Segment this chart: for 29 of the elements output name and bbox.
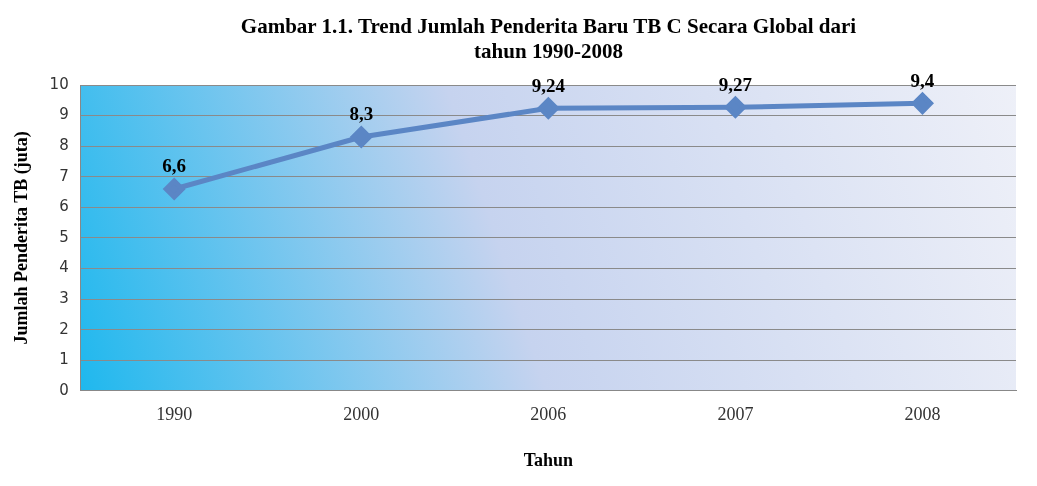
data-label: 9,24 — [531, 74, 566, 96]
point — [163, 178, 185, 200]
data-label: 6,6 — [162, 155, 187, 177]
x-tick-label: 2006 — [530, 404, 567, 425]
x-tick-label: 2008 — [904, 404, 941, 425]
x-tick-label: 2007 — [717, 404, 754, 425]
y-tick-label: 1 — [59, 350, 69, 369]
point — [724, 96, 746, 118]
x-axis-title: Tahun — [523, 449, 574, 470]
x-tick-label: 2000 — [343, 404, 380, 425]
y-tick-label: 0 — [59, 380, 69, 399]
y-axis-title: Jumlah Penderita TB (juta) — [11, 131, 33, 345]
point — [537, 97, 559, 119]
y-tick-label: 6 — [59, 197, 69, 216]
data-label: 9,4 — [910, 69, 935, 91]
data-label: 9,27 — [718, 73, 753, 95]
point — [350, 126, 372, 148]
y-tick-label: 8 — [59, 136, 69, 155]
y-tick-label: 3 — [59, 288, 69, 307]
y-tick-label: 10 — [49, 74, 69, 93]
y-tick-label: 4 — [59, 258, 69, 277]
y-tick-label: 5 — [59, 227, 69, 246]
x-tick-label: 1990 — [156, 404, 193, 425]
y-tick-label: 9 — [59, 105, 69, 124]
y-tick-label: 2 — [59, 319, 69, 338]
point — [911, 92, 933, 114]
data-label: 8,3 — [349, 103, 374, 125]
chart-title: Gambar 1.1. Trend Jumlah Penderita Baru TB C Secara Global dari tahun 1990-2008 — [239, 13, 858, 64]
y-tick-label: 7 — [59, 166, 69, 185]
